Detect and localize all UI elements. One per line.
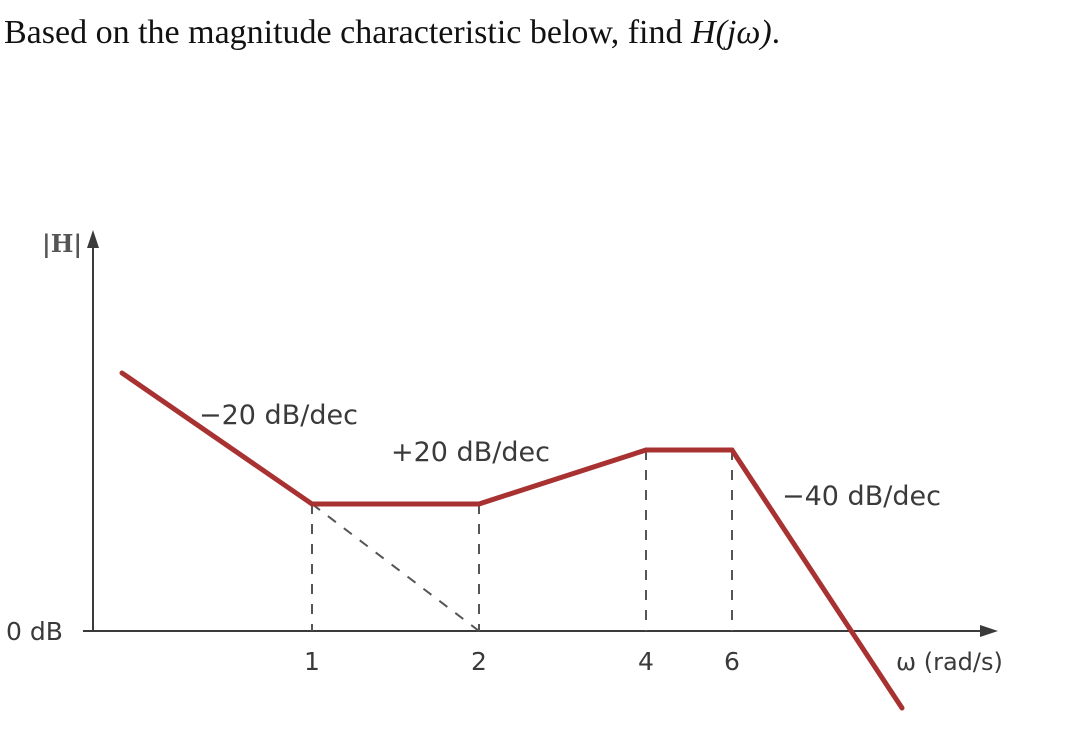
x-tick-label: 2 — [471, 647, 487, 676]
y-axis-arrow — [87, 230, 99, 248]
curve-segment — [119, 370, 315, 507]
x-axis-label: ω (rad/s) — [896, 648, 1003, 676]
question-end: . — [771, 14, 781, 51]
question-text: Based on the magnitude characteristic be… — [4, 14, 780, 52]
curve-segment — [729, 447, 905, 711]
axes — [83, 230, 998, 637]
x-axis-arrow — [980, 625, 998, 637]
x-tick-label: 6 — [724, 647, 740, 676]
slope-label: −40 dB/dec — [782, 481, 941, 512]
question-prefix: Based on the magnitude characteristic be… — [4, 14, 692, 51]
slope-labels: −20 dB/dec +20 dB/dec −40 dB/dec — [199, 400, 941, 512]
x-tick-labels: 1 2 4 6 — [304, 647, 740, 676]
slope-extension — [311, 503, 480, 632]
dashed-guides — [311, 450, 733, 632]
slope-label: +20 dB/dec — [391, 437, 550, 468]
curve-segment — [476, 447, 649, 507]
x-tick-label: 1 — [304, 647, 320, 676]
question-math: H(jω) — [691, 14, 772, 51]
slope-label: −20 dB/dec — [199, 400, 358, 431]
asymptote-curve — [119, 370, 905, 711]
x-tick-label: 4 — [638, 647, 654, 676]
zero-db-label: 0 dB — [6, 617, 63, 646]
y-axis-label: |H| — [42, 229, 82, 258]
